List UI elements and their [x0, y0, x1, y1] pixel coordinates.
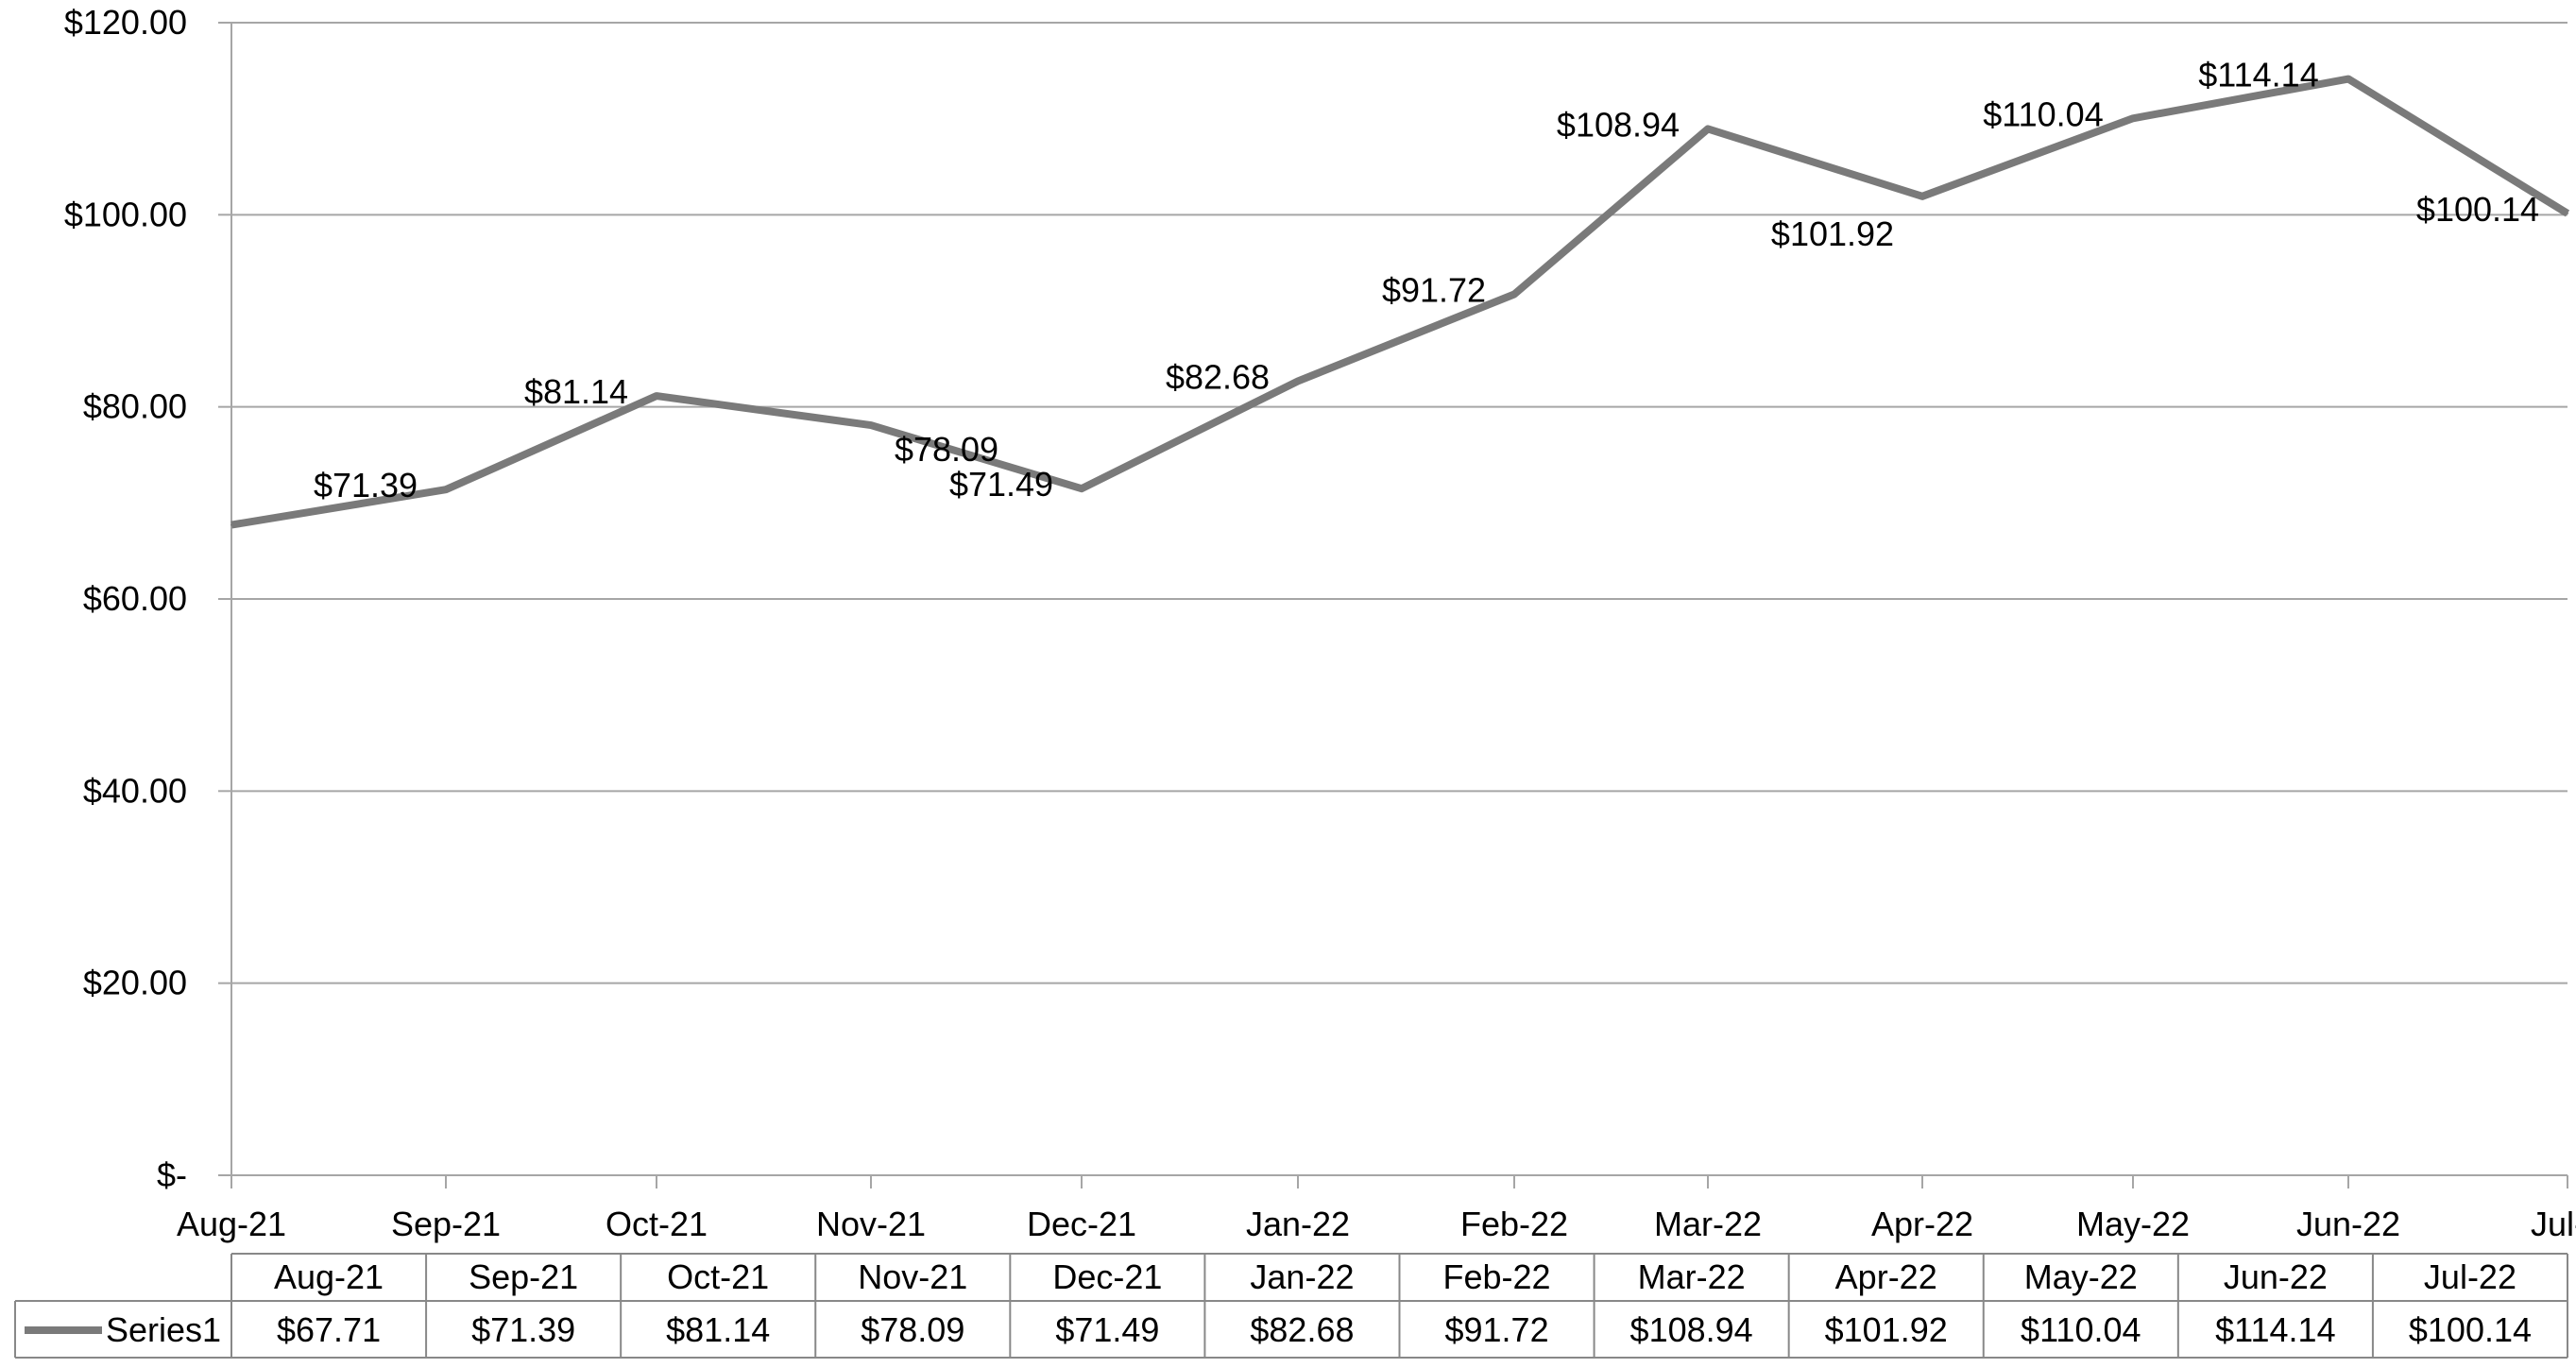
table-header-cell: Apr-22 — [1835, 1257, 1937, 1296]
series-layer — [230, 75, 2570, 529]
data-labels: $71.39 $81.14 $78.09$71.49 $82.68 $91.72 $108… — [314, 56, 2539, 505]
table-header-cell: Dec-21 — [1052, 1257, 1162, 1296]
x-tick-label: Apr-22 — [1871, 1205, 1973, 1243]
data-label: $82.68 — [1166, 357, 1270, 396]
x-tick-label: Jun-22 — [2296, 1205, 2400, 1243]
table-header-cell: Jul-22 — [2424, 1257, 2516, 1296]
y-tick-label: $60.00 — [83, 579, 187, 618]
x-tick-label: Nov-21 — [816, 1205, 926, 1243]
axes: $- $20.00 $40.00 $60.00 $80.00 $100.00 $120.00… — [64, 3, 2576, 1243]
gridlines — [231, 22, 2567, 984]
data-point — [870, 424, 872, 427]
x-tick-label: Feb-22 — [1460, 1205, 1568, 1243]
table-value-cell: $71.39 — [471, 1310, 575, 1349]
data-label: $78.09 — [895, 430, 998, 469]
y-tick-label: $120.00 — [64, 3, 187, 42]
table-value-cell: $100.14 — [2409, 1310, 2532, 1349]
data-label: $71.39 — [314, 466, 418, 504]
table-value-cell: $71.49 — [1055, 1310, 1159, 1349]
table-header-cell: Feb-22 — [1443, 1257, 1551, 1296]
x-tick-label: Oct-21 — [606, 1205, 708, 1243]
y-tick-label: $40.00 — [83, 771, 187, 810]
x-tick-label: Aug-21 — [177, 1205, 286, 1243]
data-point — [2567, 212, 2568, 214]
x-tick-label: Dec-21 — [1027, 1205, 1136, 1243]
data-point — [230, 523, 232, 526]
data-point — [2347, 77, 2349, 80]
table-header-cell: Sep-21 — [469, 1257, 578, 1296]
y-tick-label: $80.00 — [83, 387, 187, 426]
table-header-cell: Jan-22 — [1250, 1257, 1354, 1296]
data-point — [1081, 487, 1083, 490]
data-point — [1707, 128, 1709, 130]
data-point — [656, 395, 657, 398]
table-value-cell: $91.72 — [1444, 1310, 1548, 1349]
y-tick-label: $- — [157, 1155, 187, 1194]
table-value-cell: $67.71 — [277, 1310, 381, 1349]
data-point — [445, 488, 447, 491]
table-header-cell: Aug-21 — [274, 1257, 384, 1296]
x-tick-label: Sep-21 — [391, 1205, 501, 1243]
x-tick-label: May-22 — [2076, 1205, 2190, 1243]
data-point — [2132, 117, 2134, 120]
data-label: $108.94 — [1557, 105, 1680, 144]
legend-label: Series1 — [106, 1310, 221, 1349]
table-header-cell: Nov-21 — [858, 1257, 967, 1296]
table-header-cell: Mar-22 — [1638, 1257, 1746, 1296]
data-label: $114.14 — [2198, 56, 2318, 94]
table-header-cell: Oct-21 — [667, 1257, 769, 1296]
data-label: $91.72 — [1382, 271, 1486, 310]
table-header-cell: Jun-22 — [2224, 1257, 2328, 1296]
x-tick-label: Mar-22 — [1654, 1205, 1762, 1243]
data-label: $81.14 — [524, 372, 628, 411]
table-value-cell: $108.94 — [1630, 1310, 1753, 1349]
data-point — [1297, 380, 1299, 383]
data-label: $101.92 — [1771, 214, 1894, 253]
y-tick-label: $100.00 — [64, 195, 187, 233]
y-tick-label: $20.00 — [83, 964, 187, 1002]
data-table: Aug-21 $67.71 Sep-21 $71.39 Oct-21 $81.14 Nov-… — [14, 1253, 2568, 1359]
data-point — [1921, 195, 1923, 197]
x-tick-label: Jul-2 — [2531, 1205, 2576, 1243]
data-label: $100.14 — [2416, 190, 2539, 229]
data-point — [1513, 293, 1515, 296]
series-line — [230, 75, 2570, 529]
table-value-cell: $81.14 — [666, 1310, 770, 1349]
data-label: $71.49 — [949, 465, 1053, 504]
table-value-cell: $101.92 — [1825, 1310, 1948, 1349]
data-label: $110.04 — [1983, 94, 2103, 133]
table-value-cell: $110.04 — [2021, 1310, 2141, 1349]
table-value-cell: $78.09 — [861, 1310, 964, 1349]
x-tick-label: Jan-22 — [1246, 1205, 1350, 1243]
table-header-cell: May-22 — [2024, 1257, 2138, 1296]
table-value-cell: $114.14 — [2215, 1310, 2335, 1349]
table-value-cell: $82.68 — [1250, 1310, 1354, 1349]
